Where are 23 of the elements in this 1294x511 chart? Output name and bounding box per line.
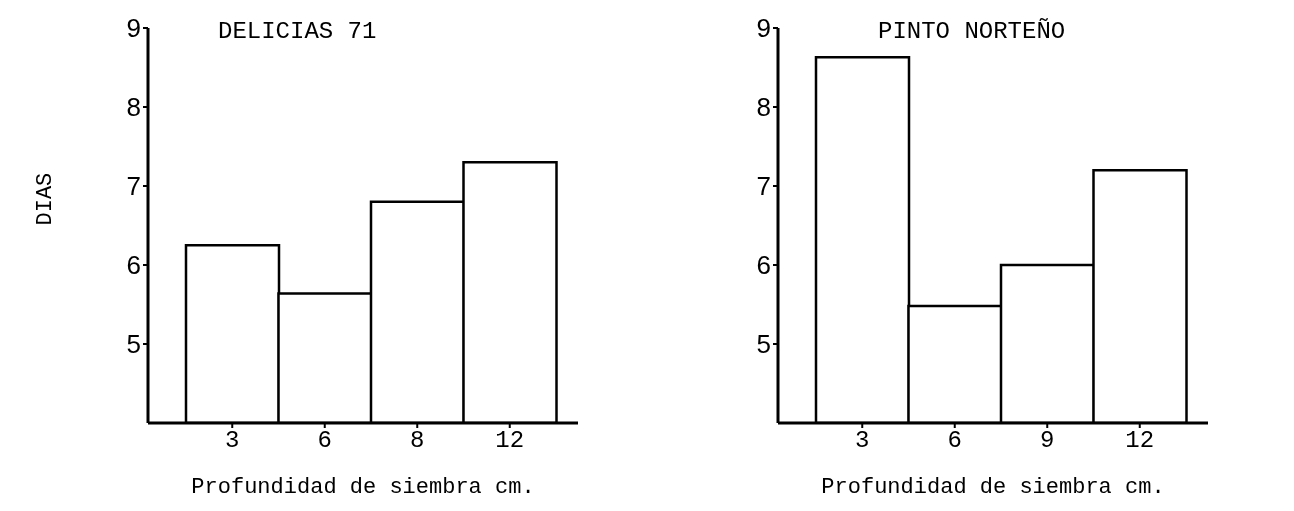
y-tick-label: 8 bbox=[756, 92, 771, 123]
chart-title: DELICIAS 71 bbox=[218, 18, 377, 45]
y-tick-label: 8 bbox=[126, 92, 141, 123]
y-tick-label: 5 bbox=[126, 329, 141, 360]
x-tick-label: 3 bbox=[225, 427, 240, 455]
x-tick-label: 3 bbox=[855, 427, 870, 455]
x-axis-title: Profundidad de siembra cm. bbox=[191, 475, 535, 500]
y-tick-label: 9 bbox=[756, 13, 771, 44]
x-tick-label: 9 bbox=[1040, 427, 1055, 455]
x-tick-label: 12 bbox=[1125, 427, 1155, 455]
chart-title: PINTO NORTEÑO bbox=[878, 18, 1066, 45]
y-tick-label: 9 bbox=[126, 13, 141, 44]
y-tick-label: 7 bbox=[126, 171, 141, 202]
x-tick-label: 6 bbox=[947, 427, 962, 455]
y-axis-title: DIAS bbox=[32, 172, 58, 226]
y-tick-label: 6 bbox=[126, 250, 141, 281]
x-tick-label: 8 bbox=[410, 427, 425, 455]
x-tick-label: 6 bbox=[317, 427, 332, 455]
x-axis-title: Profundidad de siembra cm. bbox=[821, 475, 1165, 500]
y-tick-label: 7 bbox=[756, 171, 771, 202]
x-tick-label: 12 bbox=[495, 427, 525, 455]
y-tick-label: 6 bbox=[756, 250, 771, 281]
y-tick-label: 5 bbox=[756, 329, 771, 360]
